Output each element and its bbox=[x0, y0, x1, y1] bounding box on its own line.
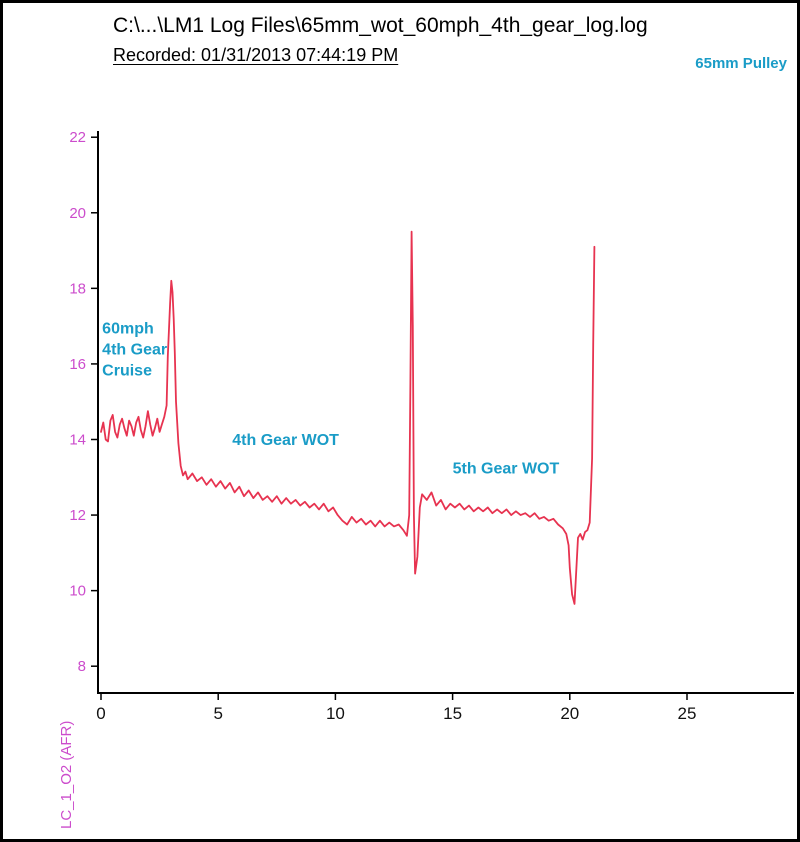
x-tick-label: 10 bbox=[326, 704, 345, 723]
pulley-label: 65mm Pulley bbox=[695, 55, 787, 72]
annotation-1: 4th Gear WOT bbox=[232, 432, 339, 449]
x-tick-label: 20 bbox=[560, 704, 579, 723]
afr-series-line bbox=[100, 230, 596, 605]
file-path-title: C:\...\LM1 Log Files\65mm_wot_60mph_4th_… bbox=[113, 14, 648, 37]
recorded-timestamp: Recorded: 01/31/2013 07:44:19 PM bbox=[113, 45, 399, 65]
y-tick-label: 16 bbox=[69, 356, 86, 373]
y-tick-label: 22 bbox=[69, 129, 86, 146]
x-tick-label: 25 bbox=[678, 704, 697, 723]
y-tick-label: 18 bbox=[69, 280, 86, 297]
x-tick-label: 5 bbox=[213, 704, 222, 723]
afr-line-chart: 8 10 12 14 16 18 20 22 0 5 10 15 20 25 60mph 4th Gear Cr… bbox=[58, 129, 794, 829]
y-tick-label: 12 bbox=[69, 507, 86, 524]
x-tick-label: 0 bbox=[96, 704, 105, 723]
y-tick-label: 8 bbox=[78, 658, 86, 675]
y-tick-label: 20 bbox=[69, 205, 86, 222]
annotation-0: 60mph 4th Gear Cruise bbox=[102, 321, 167, 380]
x-tick-label: 15 bbox=[443, 704, 462, 723]
y-tick-label: 10 bbox=[69, 583, 86, 600]
y-axis-title: LC_1_O2 (AFR) bbox=[58, 721, 75, 829]
annotation-2: 5th Gear WOT bbox=[453, 460, 560, 477]
y-tick-label: 14 bbox=[69, 431, 86, 448]
